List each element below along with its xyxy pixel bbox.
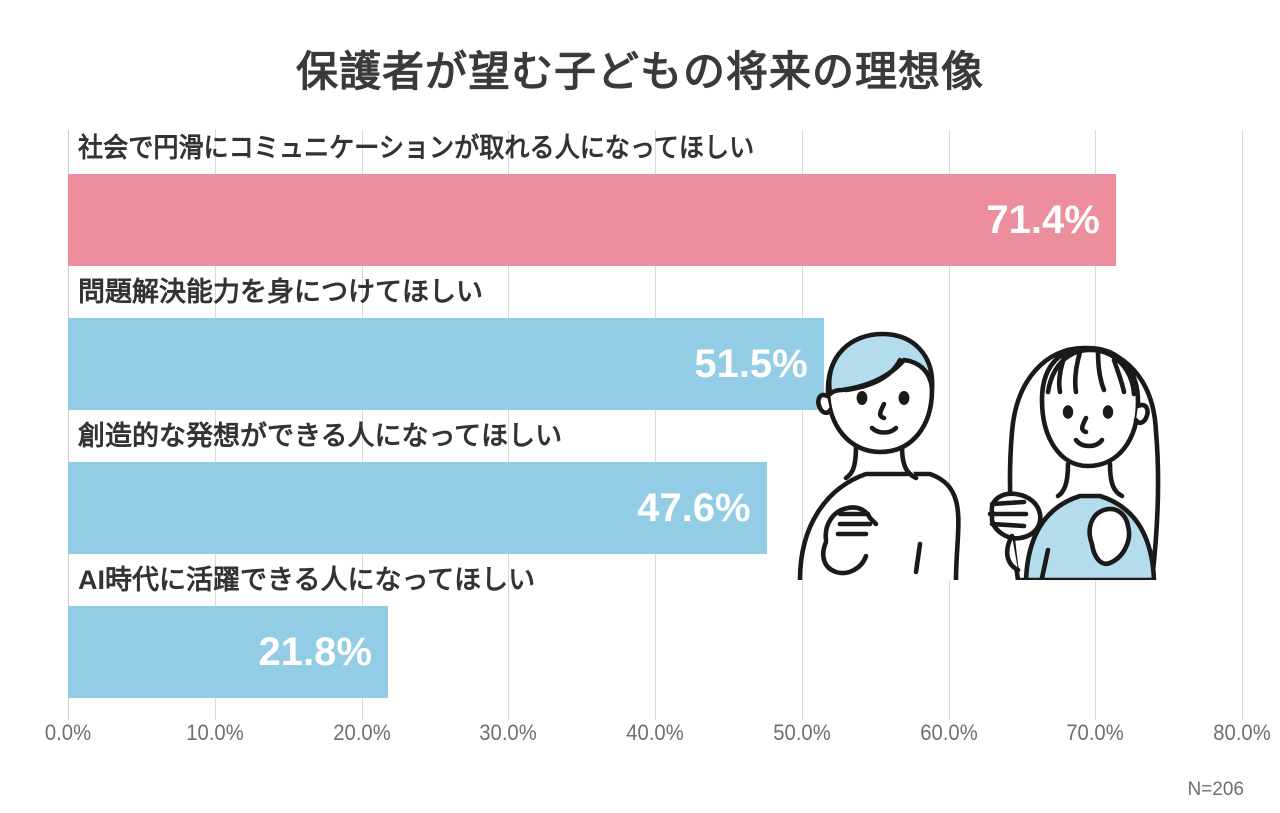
x-tick-label: 10.0% <box>186 720 244 745</box>
bar-category-label: AI時代に活躍できる人になってほしい <box>78 565 536 595</box>
sample-size-annotation: N=206 <box>1187 779 1244 800</box>
gridline-60.0pct <box>948 130 950 720</box>
bar-value-label: 71.4% <box>986 197 1100 242</box>
bar[interactable]: 71.4% <box>68 174 1116 266</box>
bar-value-label: 47.6% <box>637 485 751 530</box>
x-tick-label: 70.0% <box>1066 720 1124 745</box>
x-axis: 0.0% 10.0% 20.0% 30.0% 40.0% 50.0% 60.0% 70.0% 8… <box>0 720 1280 760</box>
bar[interactable]: 47.6% <box>68 462 767 554</box>
x-tick-label: 30.0% <box>479 720 537 745</box>
bar[interactable]: 21.8% <box>68 606 388 698</box>
bar-category-label: 創造的な発想ができる人になってほしい <box>78 421 563 451</box>
x-tick-label: 50.0% <box>773 720 831 745</box>
bar-value-label: 51.5% <box>694 341 808 386</box>
gridline-10.0pct <box>214 130 216 720</box>
gridline-50.0pct <box>801 130 803 720</box>
chart-plot-area: 社会で円滑にコミュニケーションが取れる人になってほしい 71.4% 問題解決能力を身… <box>68 130 1243 720</box>
x-tick-label: 20.0% <box>332 720 391 745</box>
gridline-80.0pct <box>1242 130 1243 720</box>
bar-category-label: 社会で円滑にコミュニケーションが取れる人になってほしい <box>78 133 755 163</box>
gridline-30.0pct <box>508 130 510 720</box>
bar-category-label: 問題解決能力を身につけてほしい <box>78 277 483 307</box>
gridline-40.0pct <box>655 130 656 720</box>
page-title: 保護者が望む子どもの将来の理想像 <box>295 48 984 95</box>
x-tick-label: 0.0% <box>44 720 92 745</box>
x-tick-label: 60.0% <box>919 720 978 745</box>
x-tick-label: 40.0% <box>626 720 684 745</box>
x-tick-label: 80.0% <box>1213 720 1271 745</box>
gridline-0.0pct <box>68 130 69 720</box>
gridline-20.0pct <box>361 130 363 720</box>
bar[interactable]: 51.5% <box>68 318 824 410</box>
bar-value-label: 21.8% <box>258 629 372 674</box>
